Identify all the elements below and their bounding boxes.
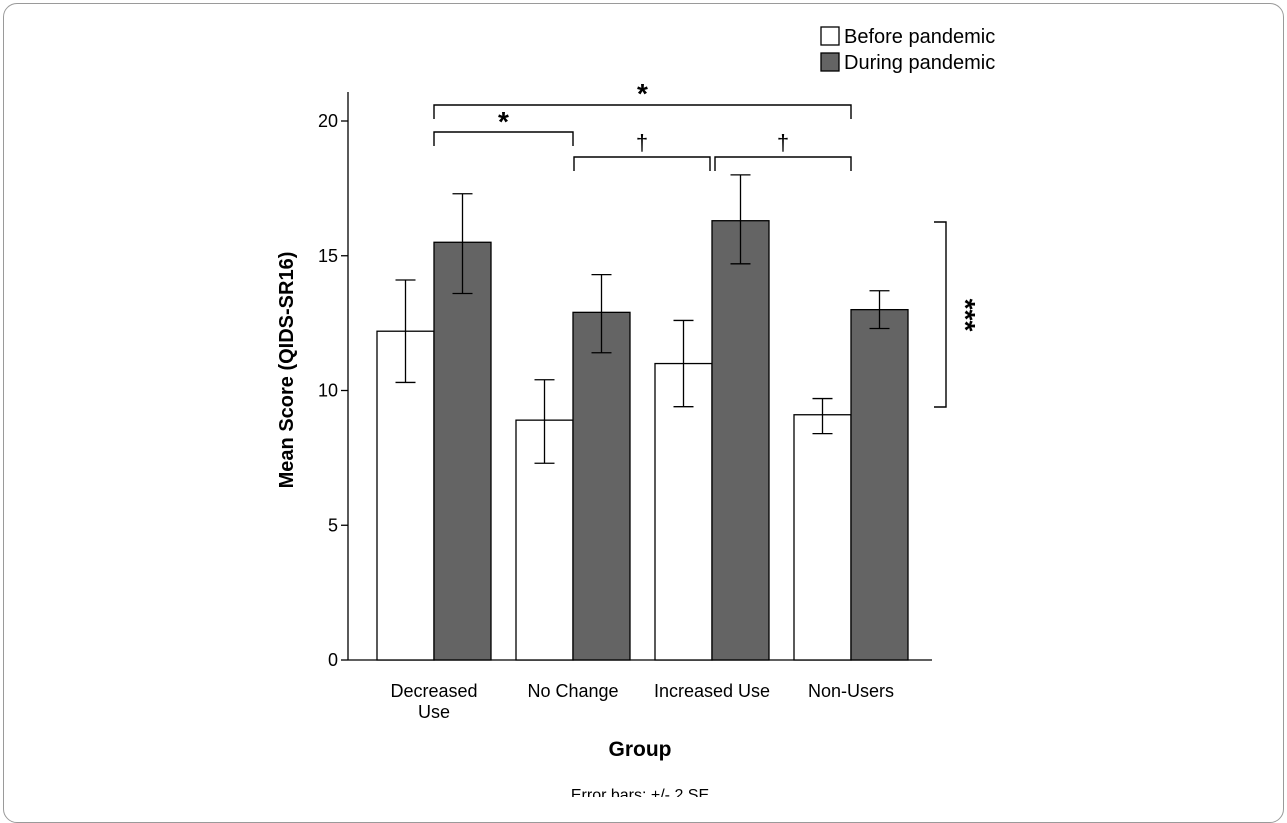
bar-during-pandemic	[433, 241, 492, 661]
y-tick-label: 5	[328, 515, 338, 535]
significance-label: *	[498, 106, 509, 137]
bars	[376, 220, 909, 661]
x-tick-label: Non-Users	[808, 681, 894, 701]
bar-during-pandemic	[572, 311, 631, 661]
y-tick-label: 0	[328, 650, 338, 670]
bar-during-pandemic	[850, 308, 909, 661]
x-tick-label: Increased Use	[654, 681, 770, 701]
significance-bracket	[433, 131, 574, 146]
legend-label: During pandemic	[844, 52, 995, 74]
labels: 0 5 10 15 20 Decreased Use No Change Increased U…	[276, 111, 894, 797]
y-tick-label: 10	[318, 381, 338, 401]
significance-label: †	[636, 130, 648, 155]
figure-frame	[3, 3, 1284, 823]
error-bars-footnote: Error bars: +/- 2 SE	[571, 787, 709, 797]
significance-label: ***	[950, 299, 981, 332]
bar-during-pandemic	[711, 220, 770, 661]
significance-brackets: * * † † ***	[433, 78, 981, 408]
significance-bracket	[573, 156, 711, 171]
y-tick-label: 20	[318, 111, 338, 131]
y-tick-label: 15	[318, 246, 338, 266]
x-axis-title: Group	[609, 738, 672, 761]
significance-bracket	[433, 104, 852, 119]
error-bars	[395, 174, 890, 464]
bar-chart: * * † † *** 0 5 10 15 20 Decreased Use No Change Inc…	[276, 26, 995, 797]
legend-swatch	[820, 26, 840, 46]
y-axis-title: Mean Score (QIDS-SR16)	[276, 252, 298, 489]
x-tick-label: Decreased Use	[390, 681, 477, 722]
significance-bracket	[934, 221, 947, 408]
legend-label: Before pandemic	[844, 26, 995, 48]
x-tick-label: No Change	[527, 681, 618, 701]
significance-label: *	[637, 78, 648, 109]
bar-before-pandemic	[376, 330, 435, 661]
significance-bracket	[714, 156, 852, 171]
legend: Before pandemic During pandemic	[820, 26, 995, 74]
legend-swatch	[820, 52, 840, 72]
bar-before-pandemic	[654, 362, 713, 661]
significance-label: †	[777, 130, 789, 155]
bar-before-pandemic	[793, 414, 852, 661]
